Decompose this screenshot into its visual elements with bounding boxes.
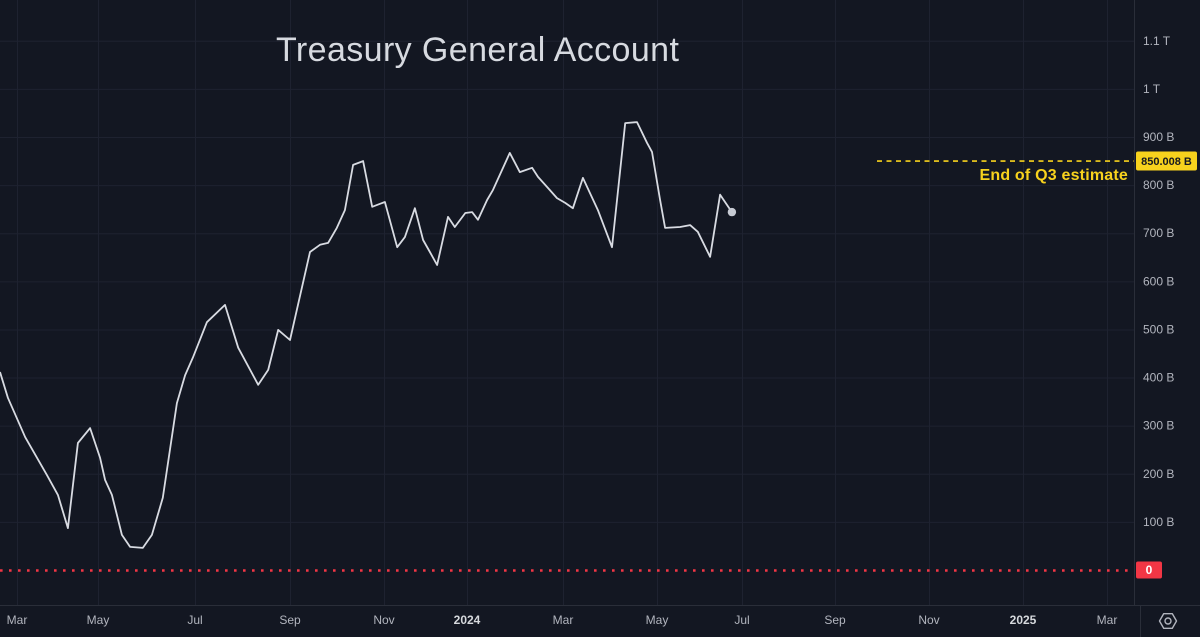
price-scale-drag-area[interactable] [1135, 0, 1200, 605]
y-axis-label: 800 B [1143, 178, 1174, 192]
tga-line-series [0, 121, 733, 549]
last-value-marker [727, 207, 737, 217]
y-axis-label: 200 B [1143, 467, 1174, 481]
x-axis-month-label: Mar [553, 613, 574, 627]
gear-hub [1164, 617, 1172, 625]
x-axis-month-label: Sep [279, 613, 301, 627]
gear-outline [1158, 612, 1178, 630]
time-scale-drag-area[interactable] [0, 605, 1140, 637]
y-axis-label: 500 B [1143, 322, 1174, 336]
y-axis-label: 100 B [1143, 515, 1174, 529]
y-axis-label: 1.1 T [1143, 34, 1171, 48]
zero-price-badge-label: 0 [1146, 563, 1153, 577]
y-axis-label: 400 B [1143, 371, 1174, 385]
x-axis-month-label: Nov [373, 613, 394, 627]
x-axis-month-label: Nov [918, 613, 939, 627]
x-axis-month-label: Mar [1097, 613, 1118, 627]
x-axis-month-label: May [646, 613, 669, 627]
y-axis-label: 300 B [1143, 419, 1174, 433]
estimate-price-badge [1136, 151, 1197, 171]
x-axis-month-label: Jul [187, 613, 202, 627]
y-axis-label: 900 B [1143, 130, 1174, 144]
x-axis-month-label: May [87, 613, 110, 627]
zero-price-badge [1136, 561, 1162, 579]
x-axis-year-label: 2025 [1010, 613, 1037, 627]
y-axis-label: 600 B [1143, 274, 1174, 288]
x-axis-month-label: Sep [824, 613, 846, 627]
x-axis-month-label: Mar [7, 613, 28, 627]
x-axis-month-label: Jul [734, 613, 749, 627]
estimate-price-badge-label: 850.008 B [1141, 156, 1192, 168]
y-axis-label: 700 B [1143, 226, 1174, 240]
settings-gear-icon[interactable] [1158, 612, 1178, 630]
y-axis-label: 1 T [1143, 82, 1161, 96]
x-axis-year-label: 2024 [454, 613, 481, 627]
